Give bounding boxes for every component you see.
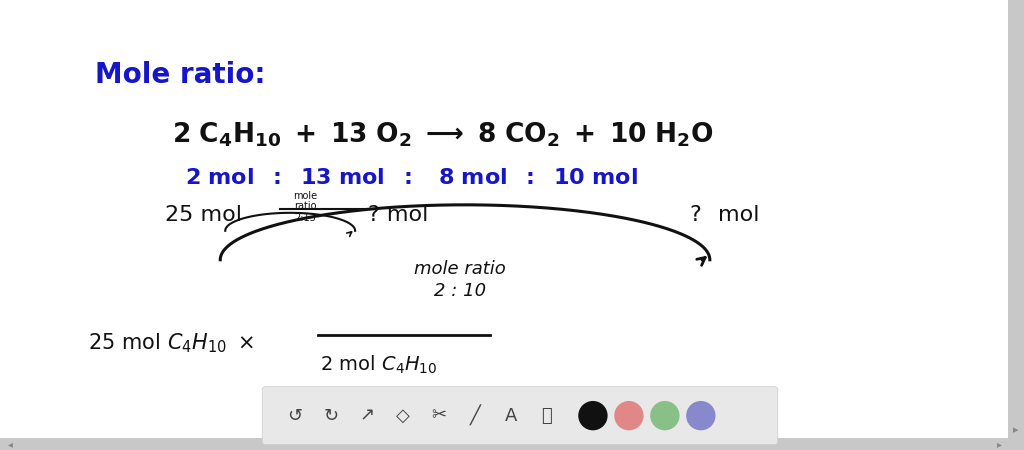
- Text: 2:13: 2:13: [294, 213, 316, 223]
- Text: ◇: ◇: [396, 407, 410, 425]
- Text: ⬛: ⬛: [542, 407, 552, 425]
- Text: ▸: ▸: [1013, 425, 1019, 435]
- Text: $25\ \mathrm{mol}\ C_4H_{10}\ \times$: $25\ \mathrm{mol}\ C_4H_{10}\ \times$: [88, 331, 254, 355]
- Text: ╱: ╱: [470, 405, 480, 426]
- Text: ratio: ratio: [294, 201, 316, 211]
- Circle shape: [615, 402, 643, 430]
- Circle shape: [651, 402, 679, 430]
- Text: $\mathbf{2\ C_4H_{10}\ +\ 13\ O_2\ \longrightarrow\ 8\ CO_2\ +\ 10\ H_2O}$: $\mathbf{2\ C_4H_{10}\ +\ 13\ O_2\ \long…: [172, 121, 714, 149]
- Text: ? mol: ? mol: [368, 205, 428, 225]
- Text: mol: mol: [718, 205, 760, 225]
- Text: 2 : 10: 2 : 10: [434, 282, 486, 300]
- Text: ↺: ↺: [288, 407, 303, 425]
- Text: Mole ratio:: Mole ratio:: [95, 61, 266, 89]
- Circle shape: [687, 402, 715, 430]
- Text: ↗: ↗: [359, 407, 375, 425]
- Text: mole ratio: mole ratio: [414, 260, 506, 278]
- Text: $2\ \mathrm{mol}\ C_4H_{10}$: $2\ \mathrm{mol}\ C_4H_{10}$: [321, 354, 437, 376]
- Text: 25 mol: 25 mol: [165, 205, 243, 225]
- Circle shape: [579, 402, 607, 430]
- Text: ◂: ◂: [8, 439, 13, 449]
- Bar: [0, 438, 1008, 450]
- Text: ↻: ↻: [324, 407, 339, 425]
- Bar: [1008, 0, 1024, 450]
- Text: ✂: ✂: [431, 407, 446, 425]
- Text: A: A: [505, 407, 517, 425]
- FancyBboxPatch shape: [262, 387, 778, 445]
- Text: ▸: ▸: [997, 439, 1002, 449]
- Text: $\mathbf{2\ mol\ \ :\ \ 13\ mol\ \ :\ \ \ 8\ mol\ \ :\ \ 10\ mol}$: $\mathbf{2\ mol\ \ :\ \ 13\ mol\ \ :\ \ …: [185, 168, 638, 188]
- Text: mole: mole: [293, 191, 317, 201]
- Text: ?: ?: [690, 205, 701, 225]
